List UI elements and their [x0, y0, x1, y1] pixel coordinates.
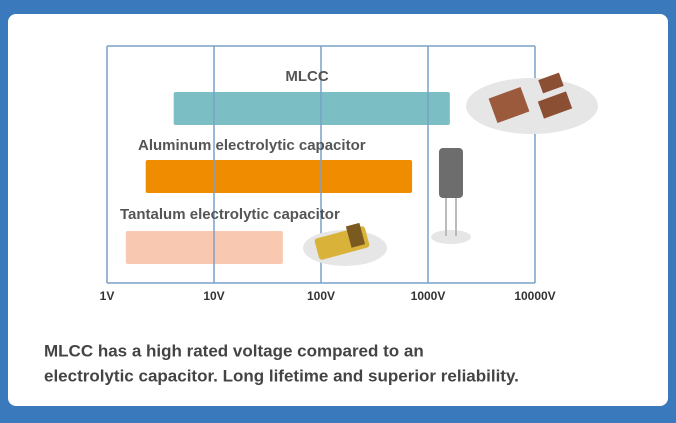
- caption: electrolytic capacitor. Long lifetime an…: [44, 366, 519, 385]
- x-tick-label: 1V: [100, 289, 115, 303]
- bar: [173, 92, 450, 125]
- x-tick-label: 10V: [203, 289, 224, 303]
- bar: [125, 231, 283, 264]
- bar: [145, 160, 413, 193]
- x-tick-label: 100V: [307, 289, 335, 303]
- aluminum-illustration: [431, 148, 471, 244]
- series-label: Tantalum electrolytic capacitor: [120, 206, 340, 223]
- series-label: MLCC: [285, 68, 328, 85]
- x-tick-label: 1000V: [411, 289, 446, 303]
- series-label: Aluminum electrolytic capacitor: [138, 137, 366, 154]
- caption: MLCC has a high rated voltage compared t…: [44, 341, 424, 360]
- mlcc-illustration: [466, 72, 598, 134]
- tantalum-illustration: [303, 222, 387, 266]
- x-tick-label: 10000V: [514, 289, 555, 303]
